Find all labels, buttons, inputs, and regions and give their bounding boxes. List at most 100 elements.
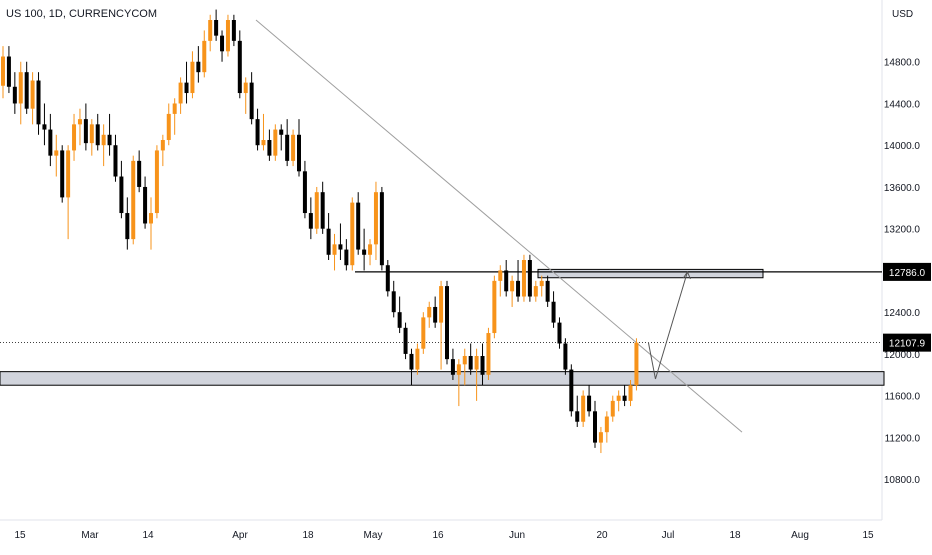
price-tick-label: 12400.0	[884, 308, 921, 319]
candle-up	[72, 124, 77, 151]
candle-down	[113, 145, 118, 177]
candle-up	[610, 400, 615, 417]
candle-up	[202, 40, 207, 73]
candle-down	[391, 291, 396, 313]
candle-down	[36, 80, 41, 125]
candle-down	[557, 322, 562, 344]
candle-up	[332, 244, 337, 255]
candle-down	[285, 134, 290, 161]
candle-down	[83, 119, 88, 144]
time-axis[interactable]: 15 Mar 14 Apr 18 May 16 Jun 20 Jul 18 Aug 15	[14, 530, 874, 541]
time-tick-label: 18	[302, 530, 314, 541]
candle-down	[445, 286, 449, 360]
candle-down	[308, 213, 313, 229]
candle-up	[89, 124, 94, 144]
candle-down	[95, 124, 100, 146]
candle-down	[545, 280, 550, 302]
candle-down	[107, 134, 112, 146]
candle-up	[66, 150, 71, 198]
candle-up	[539, 280, 544, 287]
candle-up	[462, 356, 467, 365]
candle-up	[172, 103, 177, 114]
candle-down	[575, 411, 580, 422]
candle-down	[504, 270, 509, 292]
time-tick-label: 20	[596, 530, 608, 541]
candle-up	[368, 244, 373, 255]
candle-down	[125, 213, 130, 240]
candle-down	[527, 260, 532, 297]
time-tick-label: Jun	[509, 530, 525, 541]
candle-up	[149, 213, 153, 224]
price-tick-label: 12000.0	[884, 350, 921, 361]
candle-down	[214, 20, 219, 36]
candle-up	[225, 20, 230, 52]
descending-trendline	[255, 19, 743, 433]
candle-up	[190, 61, 195, 94]
candle-up	[456, 364, 461, 375]
price-tag-label: 12786.0	[889, 268, 926, 279]
price-axis[interactable]: 10800.011200.011600.012000.012400.012800…	[884, 58, 921, 486]
candle-up	[160, 140, 165, 151]
candle-up	[616, 395, 621, 401]
candle-down	[468, 356, 473, 370]
candle-up	[178, 82, 183, 104]
candle-up	[77, 119, 82, 125]
time-tick-label: 15	[862, 530, 874, 541]
candle-up	[421, 317, 426, 349]
candle-up	[373, 192, 378, 245]
time-tick-label: Apr	[232, 530, 248, 541]
candle-down	[450, 359, 455, 375]
price-tick-label: 11200.0	[885, 433, 921, 444]
candle-down	[255, 119, 260, 146]
candle-down	[433, 306, 438, 323]
candle-down	[379, 192, 384, 266]
candle-up	[604, 416, 609, 433]
candle-up	[486, 333, 491, 375]
price-tag-box	[883, 333, 931, 352]
candle-down	[231, 20, 236, 41]
price-tag-box	[883, 262, 931, 281]
price-tick-label: 14800.0	[884, 58, 921, 69]
candle-down	[320, 192, 325, 229]
candle-up	[634, 342, 639, 386]
time-tick-label: Jul	[662, 530, 675, 541]
candle-up	[415, 348, 420, 370]
candle-up	[30, 80, 35, 109]
candle-down	[12, 86, 17, 104]
price-tick-label: 13600.0	[884, 183, 921, 194]
projection-arrowhead	[683, 270, 691, 280]
candle-down	[237, 40, 242, 94]
projection-path	[647, 271, 688, 380]
candle-down	[249, 82, 254, 120]
candle-down	[42, 124, 47, 130]
candle-down	[551, 301, 556, 323]
candle-up	[474, 356, 479, 370]
candle-up	[498, 270, 503, 281]
candle-down	[622, 395, 627, 401]
candle-up	[154, 150, 159, 214]
symbol-label[interactable]: US 100, 1D, CURRENCYCOM	[6, 8, 157, 20]
support-zone	[0, 371, 885, 386]
candle-up	[521, 260, 526, 297]
candle-down	[297, 134, 301, 172]
time-tick-label: Mar	[81, 530, 99, 541]
resistance-zone	[537, 268, 764, 279]
candle-down	[563, 343, 568, 370]
candle-down	[220, 35, 225, 52]
candle-up	[261, 140, 266, 146]
price-tick-label: 10800.0	[884, 475, 921, 486]
time-tick-label: 16	[432, 530, 444, 541]
candle-down	[279, 129, 284, 135]
candle-up	[439, 286, 444, 323]
price-tick-label: 11600.0	[885, 392, 921, 403]
candle-up	[101, 134, 106, 146]
candle-down	[593, 411, 597, 443]
candle-down	[480, 356, 485, 375]
candle-up	[166, 113, 171, 140]
candle-up	[1, 56, 5, 86]
time-tick-label: 15	[14, 530, 26, 541]
candle-down	[143, 186, 148, 224]
candle-down	[356, 202, 361, 250]
